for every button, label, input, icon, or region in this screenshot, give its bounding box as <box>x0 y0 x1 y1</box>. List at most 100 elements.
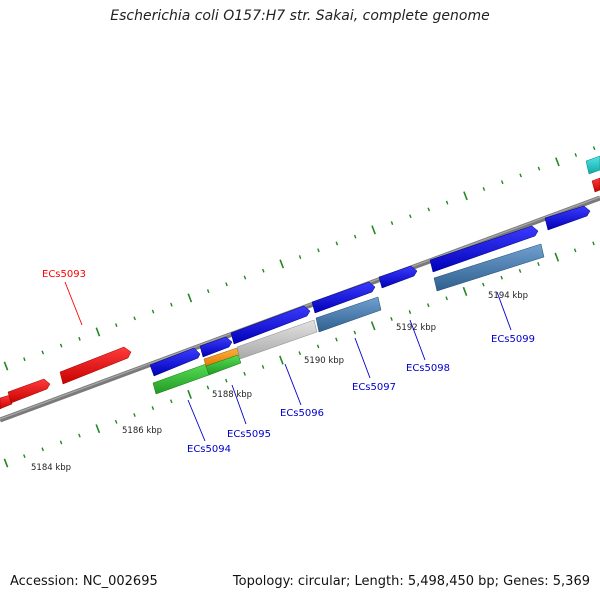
tick-label: 5190 kbp <box>304 356 344 366</box>
minor-tick <box>445 200 449 205</box>
gene-arrow[interactable] <box>544 205 591 231</box>
gene-bar[interactable] <box>236 319 318 360</box>
callout-line <box>284 363 302 406</box>
minor-tick <box>409 214 412 219</box>
gene-bar[interactable] <box>433 243 545 292</box>
minor-tick <box>335 241 339 246</box>
minor-tick <box>41 350 45 355</box>
minor-tick <box>133 316 136 321</box>
major-tick <box>3 361 9 371</box>
minor-tick <box>298 351 302 356</box>
minor-tick <box>426 303 430 308</box>
gene-arrow[interactable] <box>59 346 132 385</box>
minor-tick <box>169 399 173 404</box>
minor-tick <box>151 309 155 314</box>
callout-line <box>187 399 206 442</box>
gene-arrow[interactable] <box>311 281 376 314</box>
minor-tick <box>23 454 26 459</box>
gene-label-ecs5095[interactable]: ECs5095 <box>227 429 271 440</box>
minor-tick <box>537 262 540 266</box>
major-tick <box>279 259 285 269</box>
major-tick <box>3 458 9 468</box>
major-tick <box>462 286 468 296</box>
gene-callout-lines <box>64 281 512 442</box>
gene-label-ecs5093[interactable]: ECs5093 <box>42 269 86 280</box>
major-tick <box>95 327 101 337</box>
gene-label-ecs5099[interactable]: ECs5099 <box>491 334 535 345</box>
outer-tick-row <box>3 146 596 371</box>
major-tick <box>555 157 560 167</box>
callout-line <box>496 291 512 331</box>
tick-label: 5192 kbp <box>396 323 436 333</box>
major-tick <box>187 293 193 303</box>
minor-tick <box>537 166 541 171</box>
tick-label: 5184 kbp <box>31 463 71 473</box>
minor-tick <box>518 268 522 273</box>
minor-tick <box>115 323 118 328</box>
major-tick <box>463 191 468 201</box>
callout-line <box>231 384 247 425</box>
callout-line <box>354 337 371 379</box>
gene-label-ecs5098[interactable]: ECs5098 <box>406 363 450 374</box>
minor-tick <box>262 268 265 273</box>
minor-tick <box>353 330 357 335</box>
minor-tick <box>114 419 118 424</box>
gene-label-ecs5097[interactable]: ECs5097 <box>352 382 396 393</box>
minor-tick <box>243 371 246 376</box>
minor-tick <box>225 282 228 287</box>
minor-tick <box>59 343 63 348</box>
gene-arrow[interactable] <box>7 378 51 404</box>
minor-tick <box>390 221 394 225</box>
minor-tick <box>573 248 577 253</box>
minor-tick <box>206 289 210 294</box>
major-tick <box>554 252 560 262</box>
minor-tick <box>519 173 522 178</box>
gene-label-ecs5094[interactable]: ECs5094 <box>187 444 231 455</box>
callout-line <box>64 281 83 326</box>
minor-tick <box>445 296 448 301</box>
minor-tick <box>41 447 44 452</box>
major-tick <box>187 389 192 399</box>
gene-arrow[interactable] <box>199 336 233 358</box>
minor-tick <box>335 337 338 342</box>
minor-tick <box>500 275 503 280</box>
tick-label: 5186 kbp <box>122 426 162 436</box>
minor-tick <box>408 310 412 314</box>
gene-arrow[interactable] <box>378 265 418 289</box>
gene-arrow[interactable] <box>149 347 201 377</box>
minor-tick <box>206 385 210 390</box>
minor-tick <box>23 357 26 362</box>
gene-bar[interactable] <box>205 354 242 376</box>
gene-arrow[interactable] <box>230 305 311 345</box>
minor-tick <box>574 153 578 157</box>
minor-tick <box>59 440 63 445</box>
accession-text: Accession: NC_002695 <box>10 574 158 589</box>
gene-bar[interactable] <box>315 296 382 333</box>
feature-block[interactable] <box>585 155 600 175</box>
minor-tick <box>316 344 320 349</box>
minor-tick <box>78 336 81 341</box>
genome-summary-text: Topology: circular; Length: 5,498,450 bp… <box>232 574 590 589</box>
gene-label-ecs5096[interactable]: ECs5096 <box>280 408 324 419</box>
major-tick <box>279 355 284 365</box>
gene-arrow[interactable] <box>591 177 600 193</box>
minor-tick <box>151 406 155 411</box>
minor-tick <box>390 316 393 321</box>
gene-arrow[interactable] <box>429 225 539 273</box>
minor-tick <box>243 275 247 280</box>
minor-tick <box>482 187 486 191</box>
minor-tick <box>500 180 504 185</box>
minor-tick <box>261 365 265 369</box>
minor-tick <box>317 248 320 253</box>
minor-tick <box>78 433 81 438</box>
minor-tick <box>298 255 302 260</box>
minor-tick <box>170 302 173 307</box>
major-tick <box>371 225 376 235</box>
major-tick <box>370 321 376 331</box>
minor-tick <box>225 378 228 383</box>
gene-arrow[interactable] <box>0 394 13 410</box>
map-title: Escherichia coli O157:H7 str. Sakai, com… <box>110 8 490 24</box>
minor-tick <box>133 413 136 417</box>
tick-label: 5188 kbp <box>212 390 252 400</box>
